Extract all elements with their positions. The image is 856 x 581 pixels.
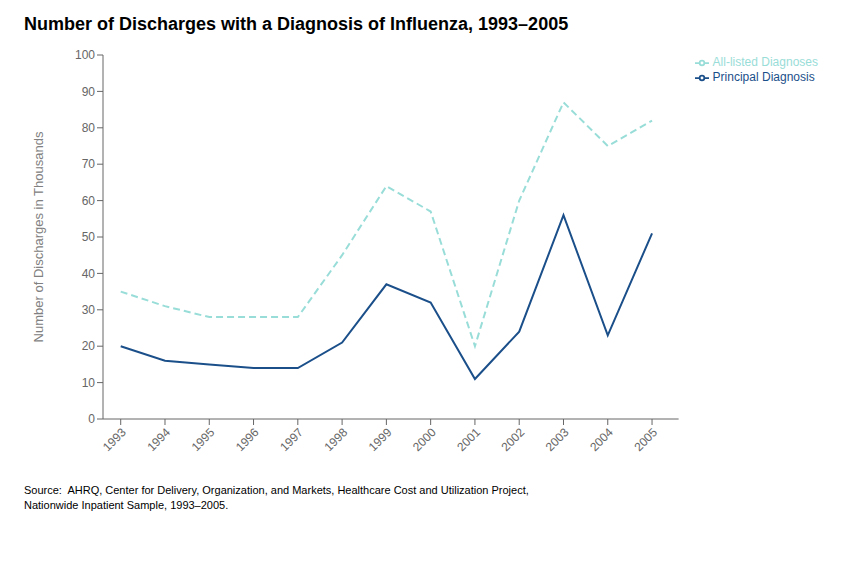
svg-text:1998: 1998 xyxy=(321,425,350,454)
svg-text:2000: 2000 xyxy=(410,425,439,454)
svg-text:2002: 2002 xyxy=(499,425,528,454)
html-text:Principal Diagnosis: Principal Diagnosis xyxy=(712,69,815,84)
svg-text:2004: 2004 xyxy=(587,425,616,454)
svg-text:10: 10 xyxy=(82,376,96,390)
svg-text:1993: 1993 xyxy=(100,425,129,454)
svg-text:2005: 2005 xyxy=(631,425,660,454)
svg-text:Number of Discharges in Thousa: Number of Discharges in Thousands xyxy=(31,131,46,342)
svg-text:40: 40 xyxy=(82,267,96,281)
html-text:All-listed Diagnoses: All-listed Diagnoses xyxy=(712,55,818,69)
svg-text:100: 100 xyxy=(75,48,95,62)
svg-text:70: 70 xyxy=(82,157,96,171)
svg-text:0: 0 xyxy=(88,412,95,426)
svg-text:90: 90 xyxy=(82,85,96,99)
svg-text:1996: 1996 xyxy=(233,425,262,454)
svg-text:80: 80 xyxy=(82,121,96,135)
html-text:Number of Discharges with a Di: Number of Discharges with a Diagnosis of… xyxy=(24,14,569,34)
svg-text:60: 60 xyxy=(82,194,96,208)
svg-text:30: 30 xyxy=(82,303,96,317)
svg-text:50: 50 xyxy=(82,230,96,244)
svg-text:1999: 1999 xyxy=(366,425,395,454)
svg-text:1994: 1994 xyxy=(144,425,173,454)
svg-text:2003: 2003 xyxy=(543,425,572,454)
html-text:Source: AHRQ, Center for Deliv: Source: AHRQ, Center for Delivery, Organ… xyxy=(24,484,529,512)
svg-text:1995: 1995 xyxy=(189,425,218,454)
svg-text:1997: 1997 xyxy=(277,425,306,454)
svg-text:2001: 2001 xyxy=(454,425,483,454)
svg-text:20: 20 xyxy=(82,339,96,353)
